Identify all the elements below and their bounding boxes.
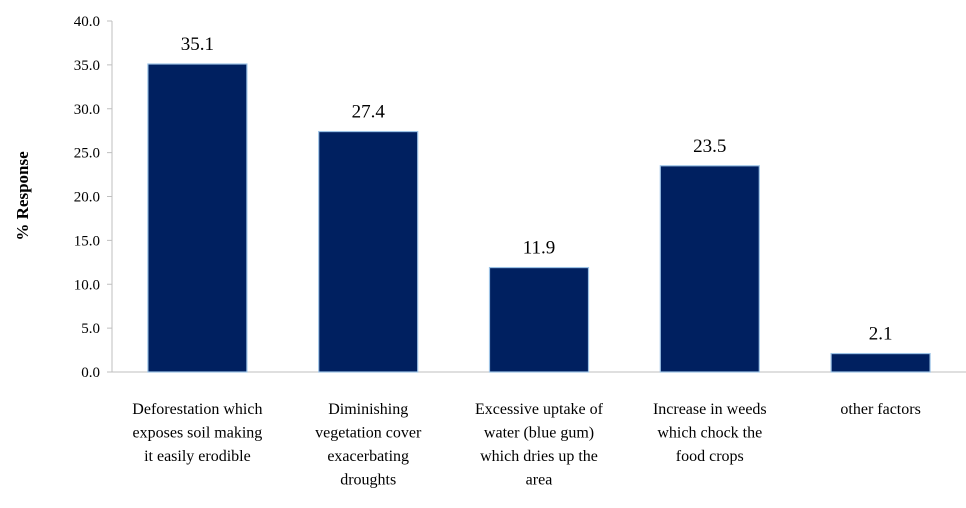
y-tick-label: 40.0 — [74, 14, 100, 30]
category-label-line: Deforestation which — [132, 401, 262, 418]
category-label-line: other factors — [840, 401, 920, 418]
category-label-line: vegetation cover — [315, 425, 422, 442]
category-label-line: exposes soil making — [133, 425, 263, 442]
category-label-line: Increase in weeds — [653, 401, 767, 418]
category-label-line: food crops — [676, 448, 744, 465]
category-label-line: it easily erodible — [144, 448, 251, 465]
y-tick-label: 10.0 — [74, 277, 100, 293]
category-label-line: Diminishing — [328, 401, 408, 418]
bars — [147, 63, 931, 373]
y-tick-label: 0.0 — [81, 365, 100, 381]
category-labels: Deforestation which exposes soil making it… — [132, 401, 920, 489]
bar — [318, 130, 419, 373]
category-label-line: Excessive uptake of — [475, 401, 604, 418]
data-label: 11.9 — [523, 238, 556, 259]
y-tick-label: 25.0 — [74, 146, 100, 162]
y-tick-label: 15.0 — [74, 233, 100, 249]
y-tick-label: 5.0 — [81, 321, 100, 337]
data-label: 23.5 — [693, 136, 726, 157]
category-label: Deforestation which exposes soil making it… — [132, 401, 262, 465]
category-label: Excessive uptake of water (blue gum) which… — [475, 401, 604, 489]
category-label-line: droughts — [340, 472, 396, 489]
category-label-line: water (blue gum) — [484, 425, 594, 442]
y-tick-label: 30.0 — [74, 102, 100, 118]
category-label: Diminishing vegetation cover exacerbating d… — [315, 401, 422, 489]
y-tick-label: 35.0 — [74, 58, 100, 74]
category-label-line: area — [526, 472, 553, 489]
data-labels: 35.1 27.4 11.9 23.5 2.1 — [181, 34, 893, 345]
category-label-line: which chock the — [657, 425, 762, 442]
category-label-line: which dries up the — [480, 448, 598, 465]
category-label-line: exacerbating — [327, 448, 409, 465]
y-axis-title: % Response — [13, 151, 32, 241]
category-label: Increase in weeds which chock the food cro… — [653, 401, 767, 465]
category-label: other factors — [840, 401, 920, 418]
bar — [659, 165, 760, 373]
y-tick-label: 20.0 — [74, 190, 100, 206]
bar — [147, 63, 248, 373]
y-axis: 0.0 5.0 10.0 15.0 20.0 25.0 30.0 35.0 40.0 — [74, 14, 113, 381]
data-label: 27.4 — [352, 102, 386, 123]
bar — [830, 352, 931, 373]
data-label: 2.1 — [869, 324, 893, 345]
data-label: 35.1 — [181, 34, 214, 55]
bar — [488, 266, 590, 373]
